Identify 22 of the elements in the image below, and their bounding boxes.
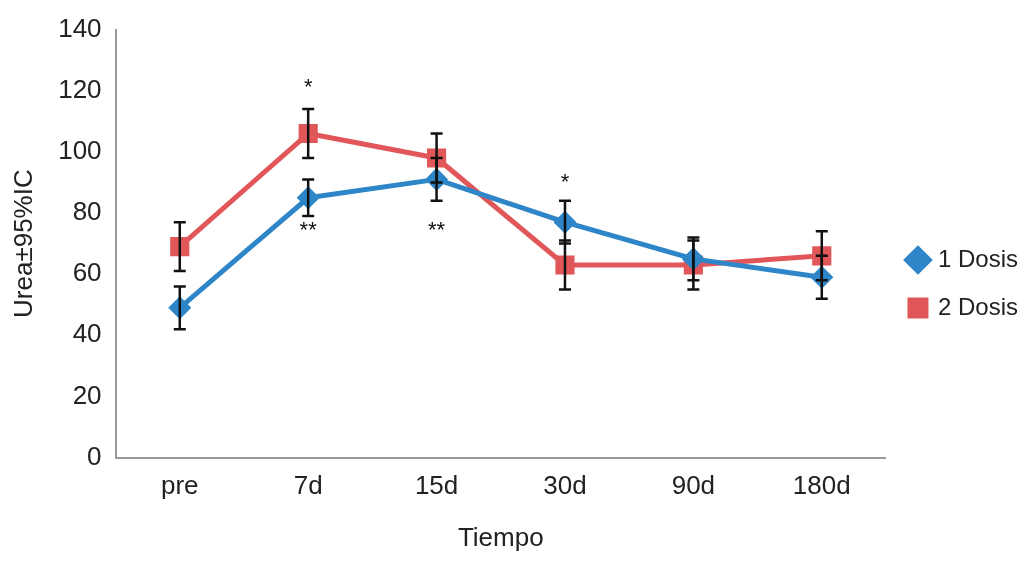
x-axis-title: Tiempo bbox=[457, 521, 544, 552]
annotation: * bbox=[560, 168, 570, 194]
legend-label: 2 Dosis bbox=[937, 292, 1018, 320]
y-tick-label: 120 bbox=[58, 73, 102, 104]
y-tick-label: 80 bbox=[72, 196, 102, 227]
annotation: ** bbox=[428, 217, 446, 243]
x-tick-label: 30d bbox=[543, 470, 587, 501]
annotation: ** bbox=[299, 217, 318, 243]
y-tick-label: 0 bbox=[87, 440, 102, 471]
x-tick-label: pre bbox=[160, 470, 199, 501]
y-tick-label: 140 bbox=[58, 12, 102, 43]
x-tick-label: 90d bbox=[671, 470, 716, 501]
y-axis-title: Urea±95%IC bbox=[7, 169, 38, 318]
x-tick-label: 7d bbox=[293, 470, 323, 501]
y-tick-label: 60 bbox=[72, 257, 102, 288]
y-tick-label: 20 bbox=[72, 379, 102, 410]
y-tick-label: 40 bbox=[72, 318, 102, 349]
annotation: * bbox=[303, 73, 313, 99]
y-tick-label: 100 bbox=[58, 135, 102, 166]
x-tick-label: 180d bbox=[792, 470, 851, 501]
legend-label: 1 Dosis bbox=[937, 244, 1018, 272]
x-tick-label: 15d bbox=[414, 470, 459, 501]
